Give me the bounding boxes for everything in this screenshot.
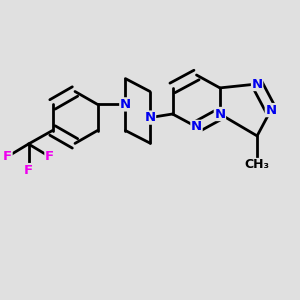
Text: N: N: [144, 111, 156, 124]
Text: F: F: [3, 150, 12, 163]
Text: N: N: [265, 103, 277, 117]
Text: CH₃: CH₃: [244, 158, 270, 172]
Text: F: F: [45, 150, 54, 163]
Text: N: N: [251, 77, 263, 91]
Text: F: F: [24, 164, 33, 177]
Text: N: N: [120, 98, 131, 111]
Text: N: N: [214, 107, 226, 121]
Text: N: N: [191, 120, 202, 134]
